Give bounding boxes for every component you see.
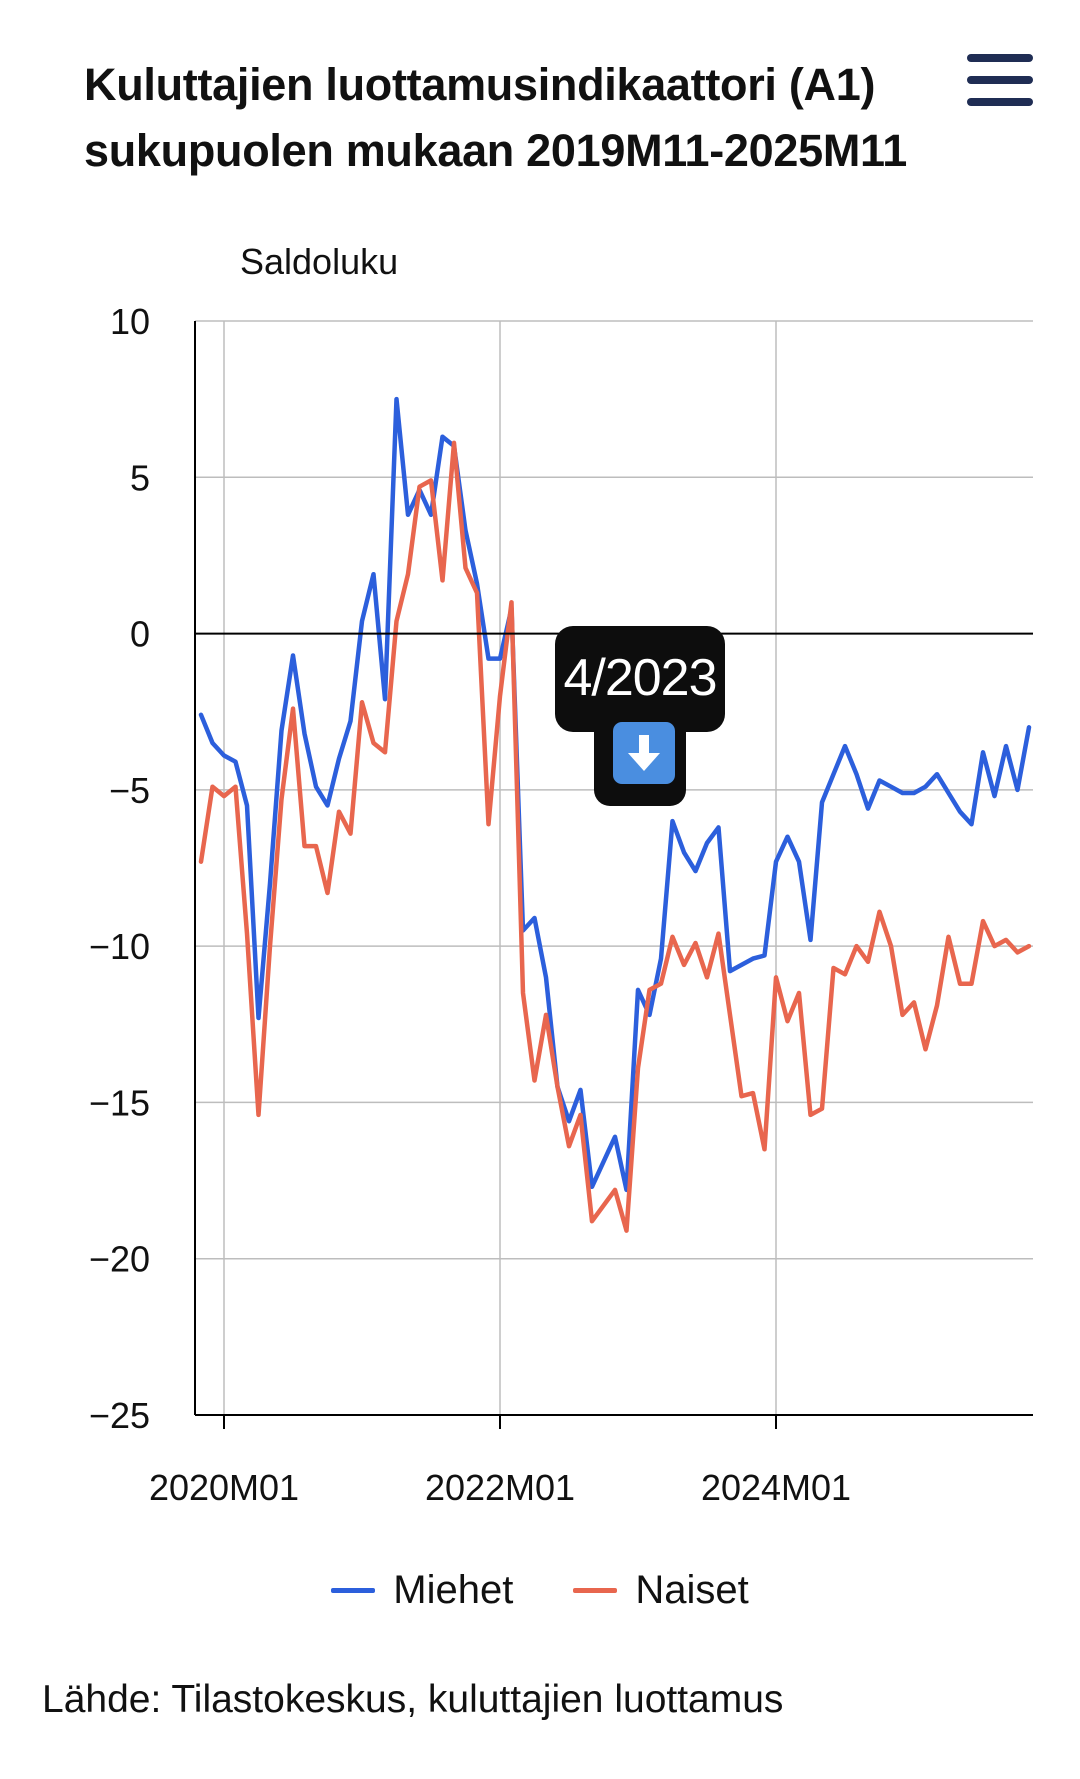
y-tick-label: −20 [89,1239,150,1280]
y-tick-label: −25 [89,1395,150,1436]
legend-swatch [331,1588,376,1593]
down-arrow-icon [613,722,675,784]
x-tick-label: 2020M01 [149,1467,299,1508]
y-axis-label: Saldoluku [240,241,398,282]
source-note: Lähde: Tilastokeskus, kuluttajien luotta… [42,1678,784,1721]
y-tick-label: 10 [110,301,150,342]
y-tick-label: −5 [109,770,150,811]
x-tick-label: 2024M01 [701,1467,851,1508]
series-line-miehet [198,396,1032,1193]
legend-item-miehet[interactable]: Miehet [331,1568,513,1613]
chart-legend: Miehet Naiset [0,1568,1080,1613]
y-axis-ticks: 10 5 0 −5 −10 −15 −20 −25 [89,301,150,1436]
menu-button[interactable] [965,50,1037,112]
y-tick-label: −10 [89,926,150,967]
tooltip-label: 4/2023 [563,649,717,707]
legend-label: Miehet [393,1568,514,1612]
legend-item-naiset[interactable]: Naiset [573,1568,749,1613]
x-axis-ticks: 2020M01 2022M01 2024M01 [149,1415,851,1508]
y-tick-label: 0 [130,614,150,655]
hamburger-icon [967,54,1033,62]
chart-series [198,396,1032,1233]
tooltip: 4/2023 [555,626,725,806]
series-line-naiset [198,440,1032,1233]
y-tick-label: 5 [130,457,150,498]
chart-title: Kuluttajien luottamusindikaattori (A1) s… [84,59,907,176]
x-tick-label: 2022M01 [425,1467,575,1508]
line-chart: Saldoluku 10 5 0 −5 −10 −15 −20 −25 2020M01 2022… [89,241,1033,1508]
legend-swatch [573,1588,618,1593]
y-tick-label: −15 [89,1082,150,1123]
legend-label: Naiset [635,1568,749,1612]
